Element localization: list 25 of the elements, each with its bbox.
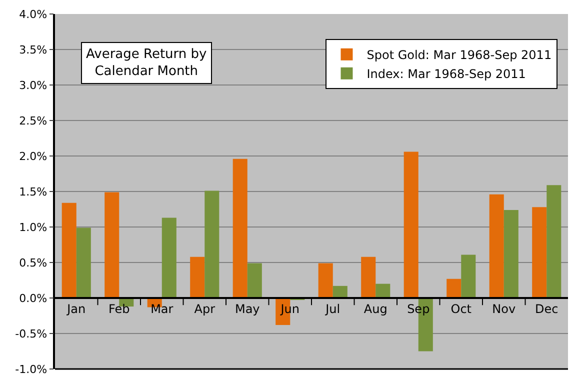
text: Average Return by Calendar Month (86, 47, 208, 79)
legend-label: Index: Mar 1968-Sep 2011 (366, 67, 526, 82)
x-tick-label: Mar (150, 302, 174, 316)
y-tick-label: 3.5% (19, 43, 48, 56)
y-tick-label: 3.0% (19, 78, 48, 92)
x-tick-label: Apr (194, 302, 216, 316)
y-tick-label: 0.5% (19, 256, 48, 270)
x-tick-label: Nov (492, 302, 516, 316)
y-tick-label: -1.0% (15, 362, 48, 376)
y-tick-label: 2.0% (19, 150, 48, 163)
y-tick-label: 1.5% (19, 185, 48, 198)
y-tick-label: 1.0% (19, 220, 48, 234)
x-tick-label: Dec (535, 302, 558, 316)
y-tick-label: 0.0% (19, 292, 48, 305)
x-tick-label: Oct (450, 302, 472, 316)
x-tick-label: Feb (108, 302, 130, 316)
x-tick-label: Jul (324, 302, 340, 316)
legend-label: Spot Gold: Mar 1968-Sep 2011 (366, 48, 552, 62)
x-tick-label: May (234, 302, 260, 316)
y-tick-label: 4.0% (19, 8, 48, 21)
x-tick-label: Aug (364, 302, 388, 316)
y-tick-label: -0.5% (15, 327, 48, 340)
x-tick-label: Sep (407, 302, 430, 316)
x-tick-label: Jan (66, 302, 86, 316)
y-tick-label: 2.5% (19, 114, 48, 128)
